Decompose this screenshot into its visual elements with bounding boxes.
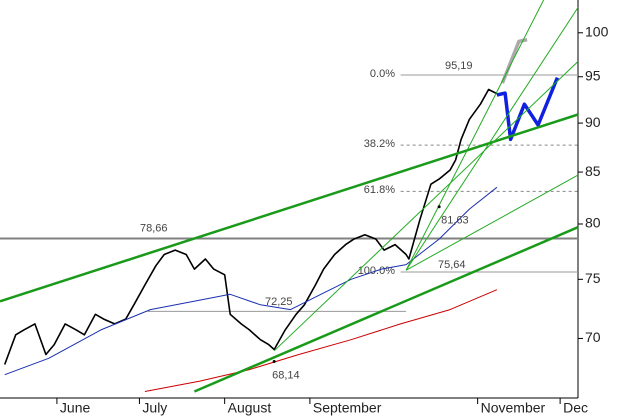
y-tick-label: 100 [585, 23, 609, 39]
y-tick-label: 95 [585, 67, 601, 83]
y-tick-label: 75 [585, 270, 601, 286]
series-line [193, 226, 579, 393]
fib-label: 61.8% [364, 184, 395, 196]
fib-label: 38.2% [364, 138, 395, 150]
level-label: 75,64 [438, 259, 466, 271]
x-tick-label: November [481, 400, 546, 416]
low-point [272, 360, 276, 364]
level-label: 95,19 [445, 60, 473, 72]
level-label: 72,25 [265, 296, 293, 308]
y-tick-label: 85 [585, 163, 601, 179]
x-tick-label: September [313, 400, 382, 416]
x-tick-label: June [60, 400, 91, 416]
y-tick-label: 90 [585, 114, 601, 130]
series-line [273, 61, 579, 352]
fib-label: 0.0% [370, 68, 395, 80]
low-point [437, 205, 441, 209]
x-tick-label: August [228, 400, 272, 416]
series-line [405, 7, 579, 271]
series-line [144, 289, 498, 392]
point-label: 68,14 [272, 369, 300, 381]
y-tick-label: 80 [585, 215, 601, 231]
y-tick-label: 70 [585, 329, 601, 345]
x-tick-label: Dec [563, 400, 588, 416]
level-label: 78,66 [140, 222, 168, 234]
series-line [405, 174, 579, 271]
series-line [3, 88, 500, 365]
x-tick-label: July [142, 400, 167, 416]
point-label: 81,63 [441, 215, 469, 227]
series-line [4, 186, 498, 376]
series-line [496, 76, 560, 142]
series-line [0, 113, 579, 303]
series-line [405, 0, 545, 271]
